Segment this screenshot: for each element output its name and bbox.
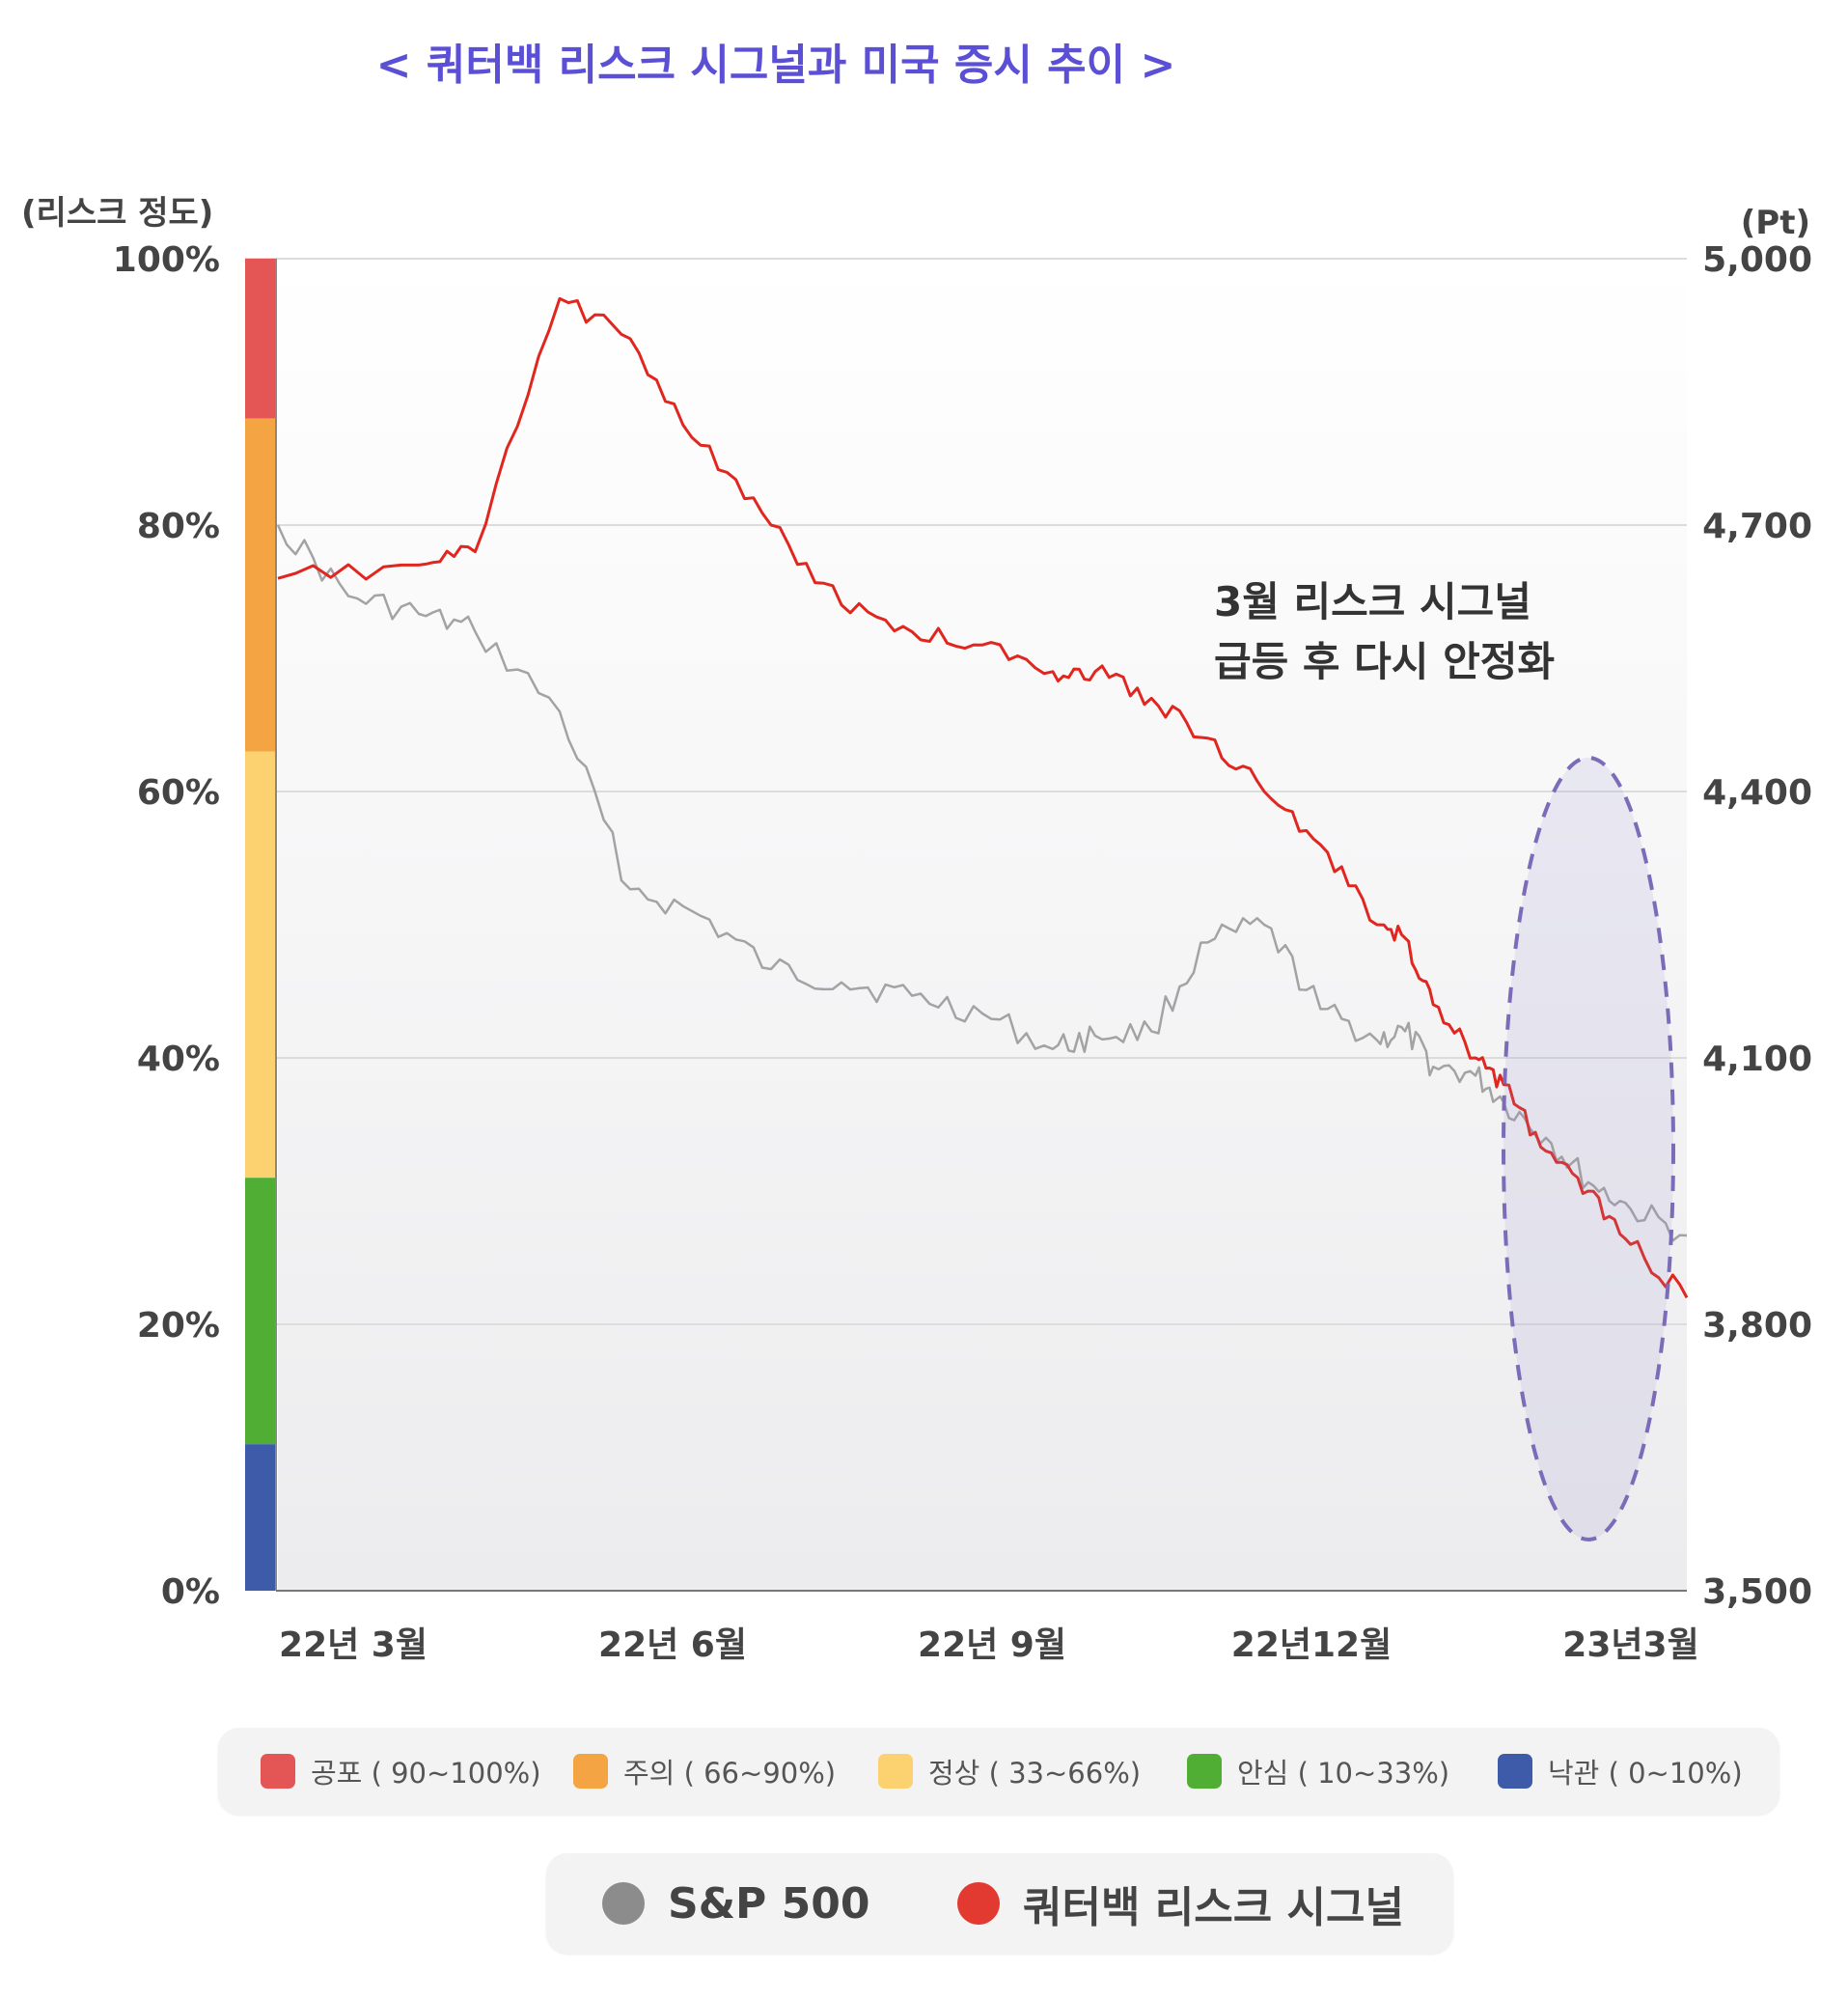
sp500-line: [276, 524, 1688, 1242]
legend-swatch-relief: [1187, 1754, 1222, 1789]
sp500-legend-dot: [602, 1882, 645, 1925]
legend-label-optimism: 낙관 ( 0~10%): [1548, 1757, 1743, 1790]
left-tick-label: 0%: [161, 1572, 220, 1612]
legend-item-normal: 정상 ( 33~66%): [878, 1728, 1141, 1815]
legend-item-fear: 공포 ( 90~100%): [261, 1728, 541, 1815]
sp500-legend-label: S&P 500: [668, 1878, 870, 1929]
legend-label-caution: 주의 ( 66~90%): [623, 1757, 837, 1790]
legend-label-relief: 안심 ( 10~33%): [1237, 1757, 1450, 1790]
risk-legend-label: 쿼터백 리스크 시그널: [1023, 1883, 1404, 1932]
x-tick-label: 22년 6월: [598, 1625, 747, 1665]
right-tick-label: 4,700: [1702, 507, 1812, 546]
right-tick-label: 4,100: [1702, 1040, 1812, 1079]
legend-item-caution: 주의 ( 66~90%): [573, 1728, 836, 1815]
risk-band-segment: [245, 259, 276, 419]
series-lines: [276, 296, 1689, 1299]
right-tick-label: 3,500: [1702, 1572, 1812, 1612]
series-legend-sp500: S&P 500: [602, 1853, 869, 1954]
axes: 100% 5,000 80% 4,700 60% 4,400 40% 4,100 20% 3,80…: [113, 240, 1812, 1665]
legend-swatch-normal: [878, 1754, 913, 1789]
annotation-line-2: 급등 후 다시 안정화: [1214, 638, 1555, 685]
left-tick-label: 60%: [137, 773, 220, 813]
left-axis-label: (리스크 정도): [21, 194, 213, 233]
annotation-ellipse: [1502, 756, 1675, 1541]
legend-item-relief: 안심 ( 10~33%): [1187, 1728, 1449, 1815]
right-tick-label: 5,000: [1702, 240, 1812, 280]
chart-title: < 쿼터백 리스크 시그널과 미국 증시 추이 >: [376, 41, 1176, 90]
legend-label-normal: 정상 ( 33~66%): [928, 1757, 1142, 1790]
series-legend-risk: 쿼터백 리스크 시그널: [957, 1853, 1404, 1954]
series-legend: S&P 500 쿼터백 리스크 시그널: [546, 1853, 1453, 1954]
left-tick-label: 20%: [137, 1306, 220, 1346]
annotation-highlight: [1502, 756, 1675, 1541]
legend-swatch-caution: [573, 1754, 608, 1789]
plot-background: [278, 259, 1687, 1591]
left-tick-label: 80%: [137, 507, 220, 546]
right-tick-label: 4,400: [1702, 773, 1812, 813]
risk-band-segment: [245, 751, 276, 1179]
risk-band-segment: [245, 1178, 276, 1445]
left-tick-label: 40%: [137, 1040, 220, 1079]
x-tick-label: 22년12월: [1231, 1625, 1392, 1665]
legend-swatch-optimism: [1498, 1754, 1532, 1789]
annotation-line-1: 3월 리스크 시그널: [1214, 578, 1531, 625]
right-tick-label: 3,800: [1702, 1306, 1812, 1346]
risk-signal-line: [277, 296, 1689, 1299]
legend-label-fear: 공포 ( 90~100%): [311, 1757, 541, 1790]
left-tick-label: 100%: [113, 240, 220, 280]
risk-legend: 공포 ( 90~100%) 주의 ( 66~90%) 정상 ( 33~66%) …: [218, 1728, 1779, 1815]
risk-band-segment: [245, 1444, 276, 1591]
x-tick-label: 22년 9월: [918, 1625, 1066, 1665]
x-tick-label: 22년 3월: [279, 1625, 428, 1665]
legend-swatch-fear: [261, 1754, 295, 1789]
risk-band-bar: [245, 259, 276, 1591]
risk-band-segment: [245, 418, 276, 752]
legend-item-optimism: 낙관 ( 0~10%): [1498, 1728, 1743, 1815]
right-axis-label: (Pt): [1741, 204, 1810, 242]
risk-legend-dot: [957, 1882, 1000, 1925]
x-tick-label: 23년3월: [1562, 1625, 1698, 1665]
